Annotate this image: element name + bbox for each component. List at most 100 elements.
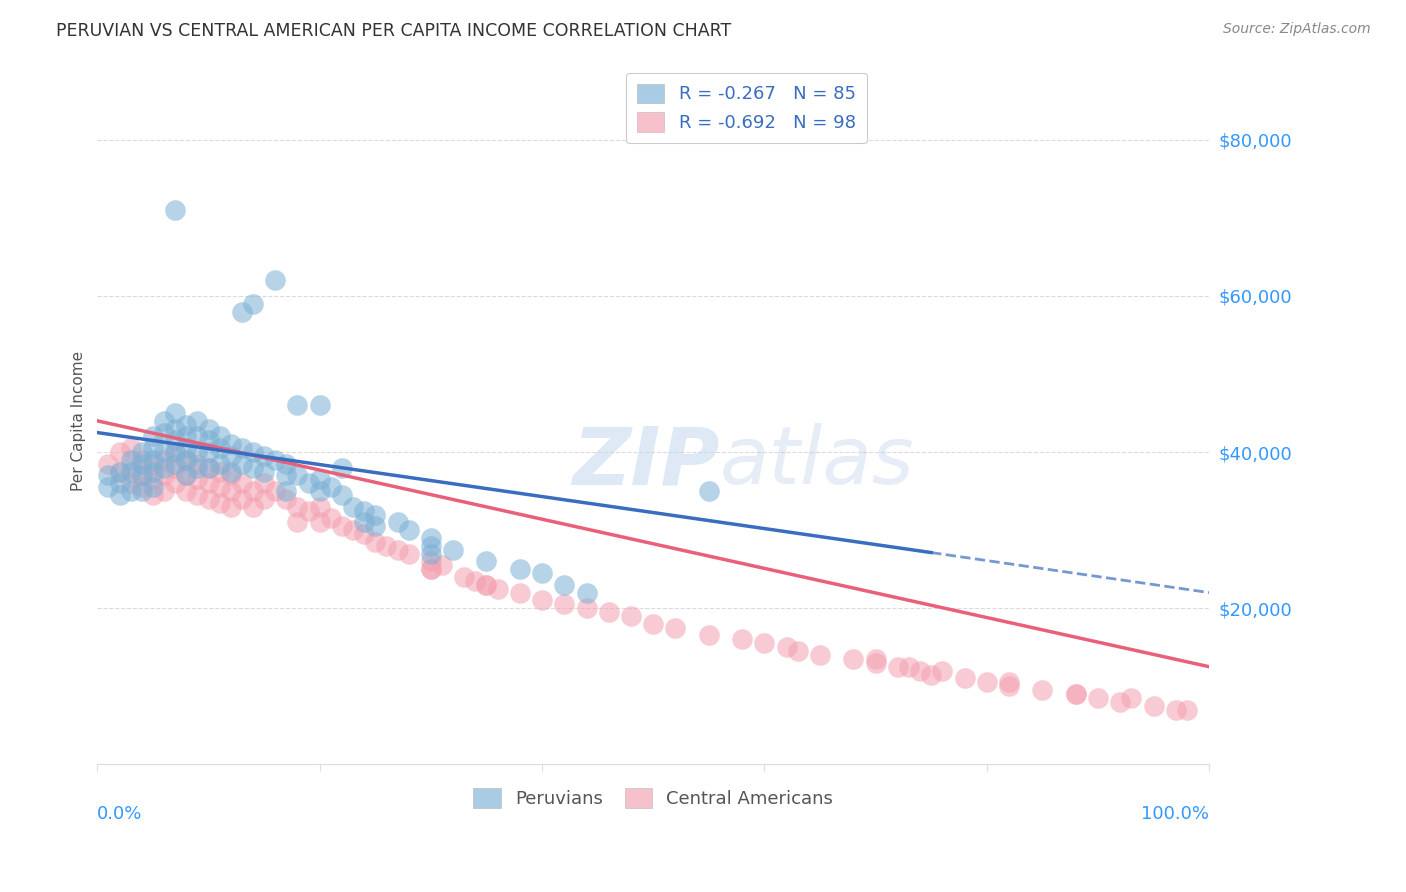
Point: [475, 554, 498, 568]
Point: [398, 523, 420, 537]
Point: [142, 457, 165, 471]
Point: [153, 445, 176, 459]
Point: [308, 516, 330, 530]
Point: [120, 460, 142, 475]
Point: [165, 457, 187, 471]
Point: [931, 664, 953, 678]
Point: [142, 488, 165, 502]
Point: [97, 457, 120, 471]
Point: [242, 484, 264, 499]
Point: [120, 476, 142, 491]
Point: [330, 488, 353, 502]
Point: [775, 640, 797, 655]
Point: [287, 468, 309, 483]
Point: [186, 460, 208, 475]
Point: [242, 500, 264, 514]
Point: [419, 539, 441, 553]
Point: [998, 679, 1021, 693]
Point: [643, 616, 665, 631]
Point: [253, 491, 276, 506]
Point: [808, 648, 831, 662]
Point: [276, 457, 298, 471]
Point: [287, 500, 309, 514]
Point: [697, 484, 720, 499]
Point: [430, 558, 453, 573]
Point: [453, 570, 475, 584]
Point: [531, 593, 554, 607]
Point: [419, 562, 441, 576]
Point: [219, 500, 242, 514]
Point: [186, 488, 208, 502]
Point: [253, 465, 276, 479]
Point: [297, 476, 319, 491]
Point: [276, 468, 298, 483]
Point: [131, 468, 153, 483]
Point: [575, 601, 598, 615]
Point: [120, 453, 142, 467]
Point: [197, 434, 219, 448]
Point: [287, 398, 309, 412]
Point: [998, 675, 1021, 690]
Legend: Peruvians, Central Americans: Peruvians, Central Americans: [464, 779, 842, 817]
Text: atlas: atlas: [720, 423, 915, 501]
Point: [174, 453, 197, 467]
Point: [174, 484, 197, 499]
Point: [97, 480, 120, 494]
Point: [153, 414, 176, 428]
Point: [131, 445, 153, 459]
Point: [308, 472, 330, 486]
Point: [219, 484, 242, 499]
Point: [186, 445, 208, 459]
Point: [364, 519, 387, 533]
Point: [186, 414, 208, 428]
Point: [253, 476, 276, 491]
Point: [242, 460, 264, 475]
Point: [441, 542, 464, 557]
Point: [219, 465, 242, 479]
Point: [174, 441, 197, 455]
Point: [575, 585, 598, 599]
Point: [231, 441, 253, 455]
Point: [208, 441, 231, 455]
Point: [165, 203, 187, 218]
Point: [865, 656, 887, 670]
Point: [120, 441, 142, 455]
Point: [242, 297, 264, 311]
Point: [231, 491, 253, 506]
Point: [108, 476, 131, 491]
Point: [153, 460, 176, 475]
Point: [108, 445, 131, 459]
Point: [330, 460, 353, 475]
Point: [253, 449, 276, 463]
Point: [197, 460, 219, 475]
Point: [276, 491, 298, 506]
Point: [1087, 690, 1109, 705]
Point: [419, 547, 441, 561]
Point: [219, 468, 242, 483]
Point: [174, 453, 197, 467]
Point: [108, 488, 131, 502]
Point: [464, 574, 486, 588]
Point: [131, 453, 153, 467]
Point: [287, 516, 309, 530]
Point: [364, 534, 387, 549]
Point: [165, 422, 187, 436]
Point: [1121, 690, 1143, 705]
Point: [353, 516, 375, 530]
Point: [308, 398, 330, 412]
Text: 100.0%: 100.0%: [1142, 805, 1209, 823]
Point: [174, 429, 197, 443]
Point: [664, 621, 686, 635]
Point: [97, 468, 120, 483]
Point: [197, 445, 219, 459]
Point: [153, 425, 176, 440]
Point: [120, 484, 142, 499]
Point: [153, 468, 176, 483]
Point: [297, 503, 319, 517]
Point: [186, 457, 208, 471]
Point: [231, 304, 253, 318]
Point: [308, 484, 330, 499]
Point: [231, 476, 253, 491]
Point: [186, 472, 208, 486]
Point: [208, 480, 231, 494]
